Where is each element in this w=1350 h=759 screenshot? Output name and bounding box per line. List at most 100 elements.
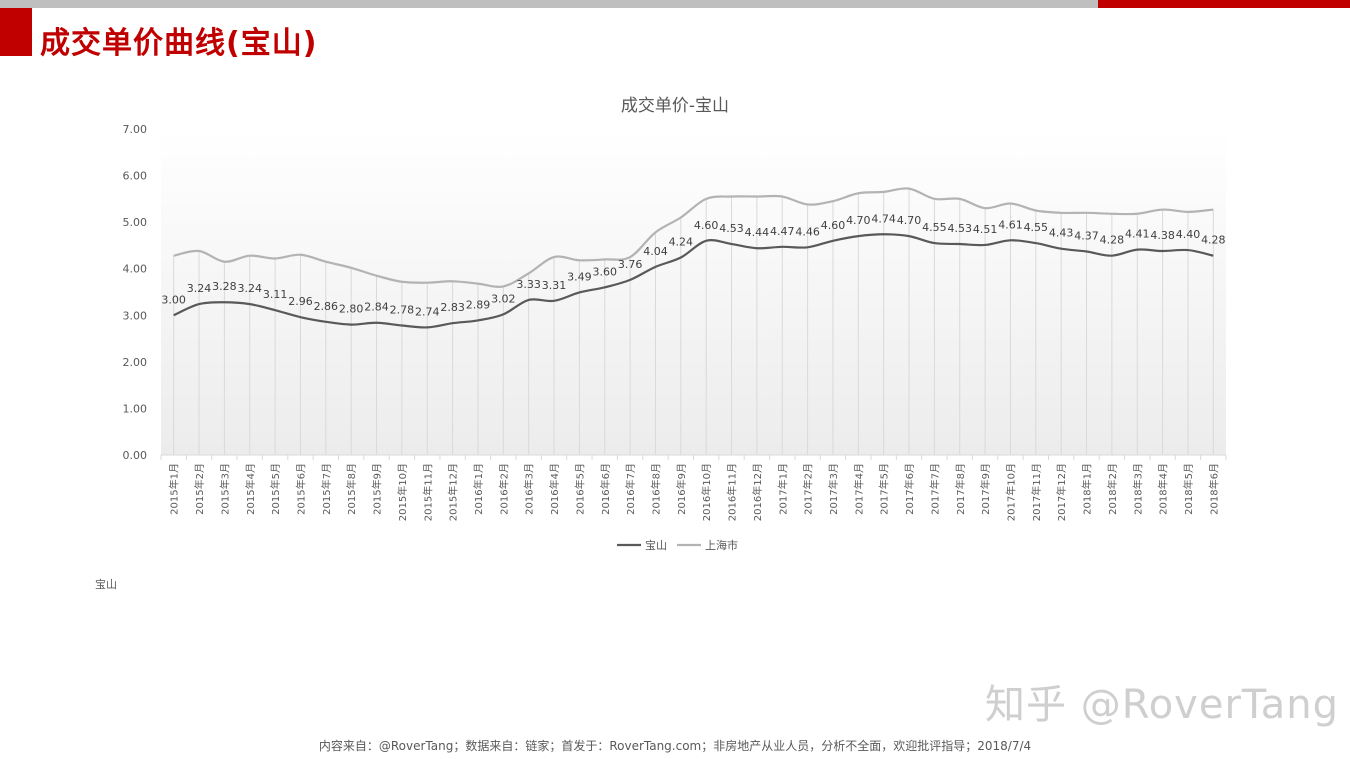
data-label: 4.60 [694,219,719,232]
x-tick-label: 2016年6月 [599,463,612,515]
data-label: 4.41 [1125,228,1150,241]
y-tick-label: 4.00 [123,263,148,276]
data-label: 2.89 [466,298,491,311]
x-tick-label: 2018年3月 [1131,463,1144,515]
data-label: 4.44 [745,226,770,239]
data-label: 4.38 [1150,229,1175,242]
x-tick-label: 2015年1月 [168,463,181,515]
x-tick-label: 2015年12月 [447,463,460,521]
data-label: 4.70 [846,214,871,227]
data-label: 3.31 [542,279,567,292]
title-accent-block [0,8,32,56]
footer-source: 内容来自：@RoverTang；数据来自：链家；首发于：RoverTang.co… [318,739,1032,753]
region-note: 宝山 [95,578,117,591]
x-tick-label: 2015年7月 [320,463,333,515]
data-label: 4.46 [795,225,820,238]
x-tick-label: 2018年2月 [1106,463,1119,515]
data-label: 3.49 [567,270,592,283]
y-tick-label: 5.00 [123,216,148,229]
page-title: 成交单价曲线(宝山) [40,26,318,61]
data-label: 3.24 [187,282,212,295]
legend-label-baoshan: 宝山 [645,538,667,552]
data-label: 2.78 [390,304,415,317]
data-label: 2.83 [440,301,465,314]
data-label: 4.53 [948,222,973,235]
y-tick-label: 0.00 [123,449,148,462]
x-tick-label: 2017年2月 [802,463,815,515]
x-tick-label: 2017年5月 [878,463,891,515]
x-tick-label: 2015年5月 [269,463,282,515]
data-label: 4.24 [669,236,694,249]
data-label: 3.24 [238,282,263,295]
x-tick-label: 2017年7月 [928,463,941,515]
plot-area [161,129,1226,455]
x-tick-label: 2016年9月 [675,463,688,515]
data-label: 4.43 [1049,227,1074,240]
watermark: 知乎 @RoverTang [985,682,1339,728]
data-label: 3.33 [516,278,541,291]
x-tick-label: 2017年8月 [954,463,967,515]
x-tick-label: 2017年11月 [1030,463,1043,521]
x-tick-label: 2016年11月 [726,463,739,521]
data-label: 4.28 [1201,234,1226,247]
data-label: 4.28 [1100,234,1125,247]
x-tick-label: 2015年9月 [371,463,384,515]
data-label: 3.76 [618,258,643,271]
legend-label-shanghai: 上海市 [705,538,738,552]
x-tick-label: 2016年8月 [649,463,662,515]
data-label: 4.40 [1176,228,1201,241]
y-tick-label: 1.00 [123,402,148,415]
data-label: 3.02 [491,292,516,305]
data-label: 2.96 [288,295,313,308]
x-tick-label: 2016年5月 [573,463,586,515]
x-tick-label: 2016年1月 [472,463,485,515]
x-tick-label: 2017年9月 [979,463,992,515]
data-label: 4.53 [719,222,744,235]
data-label: 4.61 [998,218,1023,231]
x-tick-label: 2015年2月 [193,463,206,515]
x-tick-label: 2017年12月 [1055,463,1068,521]
x-tick-label: 2018年6月 [1207,463,1220,515]
data-label: 3.28 [212,280,237,293]
x-tick-label: 2017年3月 [827,463,840,515]
x-tick-label: 2018年1月 [1081,463,1094,515]
x-tick-label: 2015年10月 [396,463,409,521]
series-line-baoshan [173,233,1214,329]
y-tick-label: 2.00 [123,356,148,369]
line-chart: 0.00 1.00 2.00 3.00 4.00 5.00 6.00 7.00 2015年1月 2… [123,123,1227,552]
x-tick-label: 2017年6月 [903,463,916,515]
data-label: 4.74 [871,212,896,225]
top-bar-accent [1098,0,1350,8]
data-label: 4.51 [973,223,998,236]
data-label: 3.60 [593,265,618,278]
data-label: 2.74 [415,305,440,318]
x-tick-label: 2017年1月 [776,463,789,515]
data-label: 4.55 [1024,221,1049,234]
data-label: 4.04 [643,245,668,258]
chart-title: 成交单价-宝山 [620,96,730,116]
x-tick-label: 2016年3月 [523,463,536,515]
y-tick-label: 7.00 [123,123,148,136]
x-tick-label: 2016年2月 [497,463,510,515]
x-tick-label: 2015年6月 [294,463,307,515]
data-label: 4.55 [922,221,947,234]
data-label: 2.80 [339,303,364,316]
x-tick-label: 2016年10月 [700,463,713,521]
data-label: 4.37 [1074,229,1099,242]
x-tick-label: 2017年4月 [852,463,865,515]
x-tick-label: 2016年4月 [548,463,561,515]
data-label: 4.60 [821,219,846,232]
x-tick-label: 2018年4月 [1157,463,1170,515]
data-label: 4.47 [770,225,795,238]
data-label: 3.00 [161,293,186,306]
x-tick-label: 2016年12月 [751,463,764,521]
data-label: 3.11 [263,288,288,301]
x-tick-label: 2016年7月 [624,463,637,515]
y-tick-label: 3.00 [123,309,148,322]
x-tick-label: 2015年3月 [218,463,231,515]
x-tick-label: 2015年4月 [244,463,257,515]
x-tick-label: 2017年10月 [1004,463,1017,521]
series-line-shanghai [173,187,1214,288]
y-tick-label: 6.00 [123,170,148,183]
x-tick-label: 2015年8月 [345,463,358,515]
